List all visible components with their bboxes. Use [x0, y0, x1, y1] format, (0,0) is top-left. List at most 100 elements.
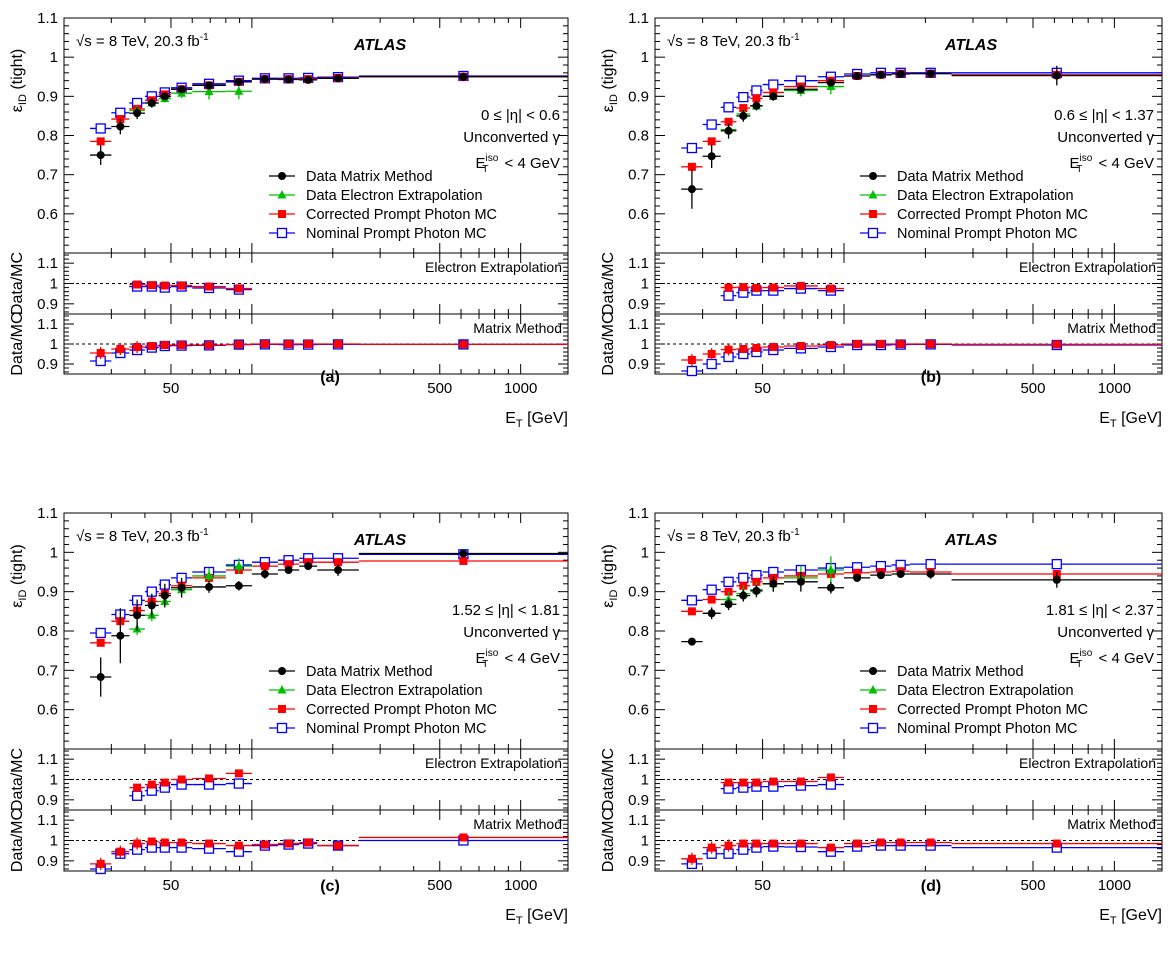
- data-matrix-point: [284, 566, 293, 575]
- legend-entry: Corrected Prompt Photon MC: [897, 702, 1088, 718]
- x-tick-label: 1000: [1098, 877, 1131, 894]
- data-matrix-point: [304, 562, 313, 571]
- data-matrix-point: [687, 185, 696, 194]
- y-tick-label: 0.9: [628, 88, 649, 105]
- ratio-matrix-corrected-point: [926, 838, 935, 847]
- legend-entry: Data Matrix Method: [897, 664, 1024, 680]
- ratio-matrix-corrected-point: [796, 342, 805, 350]
- ratio-tick-label: 1: [641, 336, 649, 353]
- ratio-tick-label: 1: [641, 276, 649, 293]
- ratio-y-axis-label: Data/MC: [9, 809, 26, 872]
- legend-entry: Data Electron Extrapolation: [306, 683, 483, 699]
- data-electron-point: [234, 86, 244, 95]
- ratio-electron-corrected-point: [724, 778, 733, 787]
- ratio-matrix-corrected-point: [896, 340, 905, 348]
- y-tick-label: 0.8: [37, 128, 58, 145]
- data-matrix-point: [116, 122, 125, 131]
- legend-marker: [278, 172, 286, 180]
- y-axis-label: εID (tight): [9, 544, 29, 607]
- ratio-matrix-corrected-point: [707, 843, 716, 852]
- data-matrix-point: [826, 78, 835, 87]
- legend-entry: Data Matrix Method: [897, 169, 1024, 185]
- data-matrix-point: [177, 85, 186, 94]
- data-matrix-point: [752, 586, 761, 595]
- ratio-tick-label: 0.9: [37, 853, 58, 870]
- data-matrix-point: [896, 569, 905, 578]
- energy-label: √s = 8 TeV, 20.3 fb-1: [667, 32, 800, 50]
- ratio-tick-label: 0.9: [628, 356, 649, 373]
- ratio-tick-label: 1.1: [37, 316, 58, 333]
- ratio-electron-corrected-point: [752, 778, 761, 787]
- photon-type-label: Unconverted γ: [463, 624, 560, 641]
- ratio-matrix-corrected-point: [796, 839, 805, 848]
- data-matrix-point: [752, 101, 761, 110]
- data-matrix-point: [260, 569, 269, 578]
- ratio-y-axis-label: Data/MC: [600, 312, 617, 375]
- corrected-mc-point: [853, 568, 862, 577]
- ratio-matrix-corrected-point: [853, 340, 862, 348]
- y-tick-label: 0.8: [37, 623, 58, 640]
- ratio-matrix-corrected-point: [205, 341, 214, 349]
- data-matrix-point: [334, 566, 343, 575]
- legend-entry: Data Electron Extrapolation: [306, 188, 483, 204]
- ratio-matrix-corrected-point: [687, 854, 696, 863]
- y-tick-label: 0.7: [628, 167, 649, 184]
- ratio-title: Electron Extrapolation: [425, 259, 562, 275]
- data-matrix-point: [707, 152, 716, 161]
- x-axis-label: ET [GeV]: [505, 907, 568, 927]
- data-matrix-point: [260, 75, 269, 84]
- data-matrix-point: [160, 591, 169, 600]
- y-tick-label: 0.6: [628, 702, 649, 719]
- ratio-matrix-corrected-point: [96, 349, 105, 357]
- legend-marker: [276, 227, 288, 239]
- ratio-electron-corrected-point: [724, 283, 733, 292]
- ratio-electron-corrected-point: [234, 769, 243, 778]
- ratio-matrix-corrected-point: [304, 838, 313, 847]
- y-tick-label: 1: [50, 544, 58, 561]
- legend-marker: [869, 172, 877, 180]
- x-tick-label: 1000: [1098, 380, 1131, 397]
- legend-marker: [278, 705, 286, 713]
- panel-a: 50 500 1000 0.6 0.7 0.8 0.9 1 1.1 0.9 1 1.1 Electron…: [9, 10, 569, 430]
- legend-entry: Nominal Prompt Photon MC: [306, 721, 487, 737]
- legend-entry: Data Electron Extrapolation: [897, 683, 1074, 699]
- ratio-tick-label: 0.9: [628, 853, 649, 870]
- legend-marker: [277, 190, 287, 199]
- corrected-mc-point: [459, 556, 468, 565]
- ratio-tick-label: 1.1: [628, 812, 649, 829]
- data-matrix-point: [133, 109, 142, 118]
- y-tick-label: 0.7: [628, 662, 649, 679]
- x-tick-label: 1000: [504, 380, 537, 397]
- y-tick-label: 0.7: [37, 662, 58, 679]
- ratio-tick-label: 0.9: [628, 296, 649, 313]
- data-matrix-point: [177, 583, 186, 592]
- ratio-matrix-corrected-point: [876, 838, 885, 847]
- y-tick-label: 0.9: [37, 88, 58, 105]
- ratio-matrix-corrected-point: [260, 340, 269, 348]
- ratio-matrix-corrected-point: [739, 345, 748, 353]
- data-matrix-point: [96, 151, 105, 160]
- data-matrix-point: [284, 75, 293, 84]
- legend-marker: [278, 210, 286, 218]
- x-tick-label: 500: [1020, 380, 1045, 397]
- y-tick-label: 1: [641, 49, 649, 66]
- y-tick-label: 0.8: [628, 128, 649, 145]
- y-tick-label: 1.1: [628, 10, 649, 27]
- data-matrix-point: [160, 92, 169, 101]
- y-tick-label: 0.6: [37, 702, 58, 719]
- ratio-tick-label: 1.1: [37, 751, 58, 768]
- ratio-matrix-corrected-point: [752, 344, 761, 352]
- nominal-mc-point: [723, 576, 734, 587]
- corrected-mc-point: [284, 560, 293, 569]
- legend-entry: Data Matrix Method: [306, 664, 433, 680]
- ratio-electron-corrected-point: [796, 281, 805, 290]
- ratio-y-axis-label: Data/MC: [9, 748, 26, 811]
- ratio-y-axis-label: Data/MC: [600, 748, 617, 811]
- legend-entry: Data Electron Extrapolation: [897, 188, 1074, 204]
- y-axis-label: εID (tight): [600, 49, 620, 112]
- nominal-mc-point: [738, 572, 749, 584]
- ratio-electron-corrected-point: [826, 284, 835, 293]
- isolation-label: Eiso T < 4 GeV: [1069, 648, 1154, 670]
- legend-marker: [868, 685, 878, 694]
- data-matrix-point: [234, 77, 243, 86]
